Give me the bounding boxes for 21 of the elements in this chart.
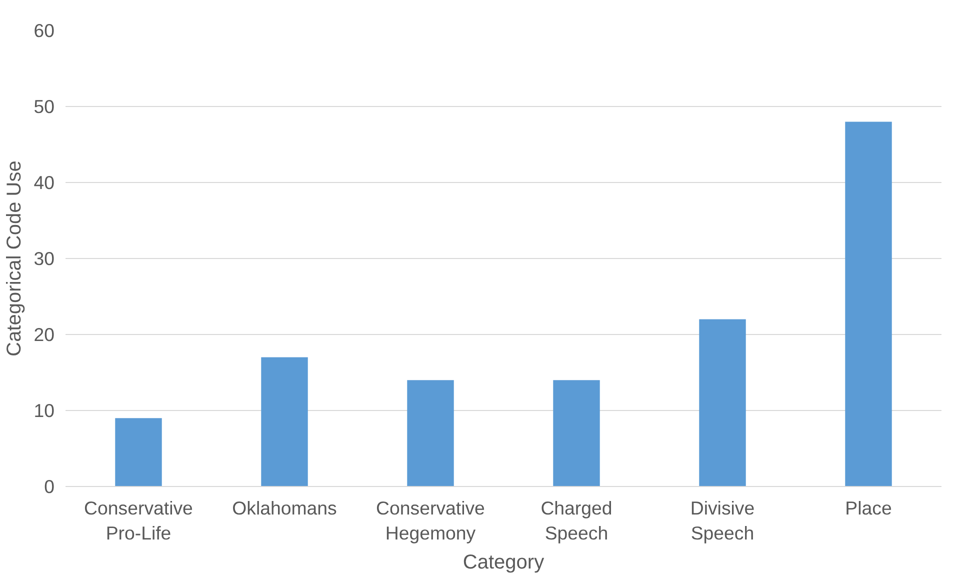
bar <box>261 357 308 486</box>
x-tick-label: Conservative Hegemony <box>376 498 485 544</box>
y-tick-label: 30 <box>34 248 55 269</box>
x-tick-label: Charged Speech <box>540 498 612 544</box>
bar <box>407 380 454 486</box>
y-tick-label: 60 <box>34 20 55 41</box>
y-tick-label: 0 <box>44 476 55 497</box>
bar <box>115 418 162 486</box>
bar <box>553 380 600 486</box>
x-tick-label: Place <box>845 498 892 518</box>
x-tick-label: Conservative Pro-Life <box>84 498 193 544</box>
x-axis-title: Category <box>462 552 544 574</box>
y-tick-label: 10 <box>34 400 55 421</box>
y-axis-title: Categorical Code Use <box>4 160 26 356</box>
bar <box>845 122 892 486</box>
x-tick-label: Divisive Speech <box>690 498 755 544</box>
y-tick-label: 50 <box>34 96 55 117</box>
y-tick-label: 40 <box>34 172 55 193</box>
x-tick-label: Oklahomans <box>232 498 337 518</box>
y-tick-label: 20 <box>34 324 55 345</box>
bar <box>699 319 746 486</box>
